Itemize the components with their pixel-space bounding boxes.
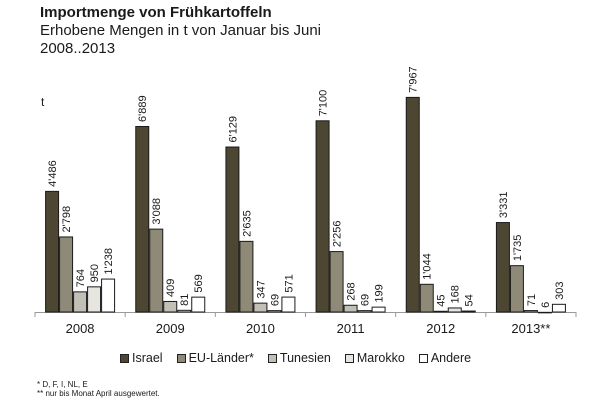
bar-israel-2011 bbox=[315, 120, 330, 313]
bar-andere-2013 bbox=[551, 303, 566, 313]
data-label: 6 bbox=[540, 302, 552, 308]
bar-andere-2008 bbox=[101, 278, 116, 313]
data-label: 69 bbox=[360, 294, 372, 306]
data-label: 4'486 bbox=[47, 160, 59, 187]
chart-period: 2008..2013 bbox=[40, 40, 116, 57]
bar-andere-2012 bbox=[461, 310, 476, 313]
bar-andere-2010 bbox=[281, 296, 296, 313]
bar-eulnder-2013 bbox=[509, 265, 524, 313]
footnote-2: ** nur bis Monat April ausgewertet. bbox=[37, 389, 160, 398]
bar-tunesien-2012 bbox=[433, 310, 448, 313]
bar-marokko-2011 bbox=[357, 310, 372, 313]
data-label: 2'798 bbox=[61, 206, 73, 233]
legend-item-marokko: Marokko bbox=[344, 350, 405, 366]
bar-marokko-2013 bbox=[537, 311, 552, 314]
footnote-1: * D, F, I, NL, E bbox=[37, 380, 88, 389]
legend-swatch bbox=[418, 353, 428, 363]
bar-tunesien-2008 bbox=[73, 291, 88, 313]
data-label: 268 bbox=[346, 282, 358, 300]
bar-eulnder-2012 bbox=[419, 283, 434, 313]
data-label: 6'889 bbox=[137, 95, 149, 122]
bar-tunesien-2011 bbox=[343, 304, 358, 313]
legend-swatch bbox=[344, 353, 354, 363]
y-axis-label: t bbox=[41, 95, 45, 109]
x-tick-label: 2008 bbox=[66, 321, 95, 336]
bar-chart: 4'486 2'798 764 950 1'238 2008 6'889 3'088 40981… bbox=[34, 66, 577, 336]
data-label: 54 bbox=[464, 294, 476, 306]
bar-marokko-2008 bbox=[87, 286, 102, 313]
bar-eulnder-2008 bbox=[59, 236, 74, 313]
data-label: 303 bbox=[554, 281, 566, 299]
bar-andere-2011 bbox=[371, 306, 386, 313]
bar-eulnder-2011 bbox=[329, 251, 344, 313]
data-label: 2'635 bbox=[241, 210, 253, 237]
data-label: 3'088 bbox=[151, 198, 163, 225]
bar-eulnder-2009 bbox=[149, 228, 164, 313]
legend-item-eu: EU-Länder* bbox=[176, 350, 254, 366]
chart-title: Importmenge von Frühkartoffeln bbox=[40, 4, 272, 21]
bar-tunesien-2010 bbox=[253, 302, 268, 313]
data-label: 81 bbox=[179, 294, 191, 306]
data-label: 3'331 bbox=[498, 191, 510, 218]
x-tick-label: 2013** bbox=[511, 321, 550, 336]
legend-label: EU-Länder* bbox=[188, 351, 254, 365]
data-label: 2'256 bbox=[332, 221, 344, 248]
legend-item-andere: Andere bbox=[418, 350, 472, 366]
data-label: 1'238 bbox=[103, 248, 115, 275]
chart-subtitle: Erhobene Mengen in t von Januar bis Juni bbox=[40, 22, 322, 39]
data-label: 764 bbox=[75, 269, 87, 287]
bar-israel-2012 bbox=[405, 96, 420, 313]
bar-israel-2008 bbox=[45, 190, 60, 313]
bar-tunesien-2013 bbox=[523, 310, 538, 313]
legend-label: Marokko bbox=[356, 351, 405, 365]
data-label: 6'129 bbox=[227, 116, 239, 143]
data-label: 1'044 bbox=[422, 253, 434, 280]
data-label: 7'967 bbox=[408, 66, 420, 93]
data-label: 1'735 bbox=[512, 235, 524, 262]
data-label: 69 bbox=[269, 294, 281, 306]
x-tick-label: 2010 bbox=[246, 321, 275, 336]
legend-item-israel: Israel bbox=[120, 350, 163, 366]
data-label: 409 bbox=[165, 279, 177, 297]
bar-israel-2010 bbox=[225, 146, 240, 313]
bar-marokko-2010 bbox=[267, 310, 282, 313]
legend-label: Israel bbox=[132, 351, 163, 365]
legend-item-tunesien: Tunesien bbox=[267, 350, 331, 366]
data-label: 7'100 bbox=[318, 90, 330, 117]
data-label: 168 bbox=[450, 285, 462, 303]
bar-marokko-2009 bbox=[177, 309, 192, 313]
legend-swatch bbox=[267, 353, 277, 363]
bar-andere-2009 bbox=[191, 296, 206, 313]
bar-tunesien-2009 bbox=[163, 300, 178, 313]
data-label: 71 bbox=[526, 294, 538, 306]
legend-swatch bbox=[120, 353, 129, 363]
data-label: 569 bbox=[193, 274, 205, 292]
legend-label: Tunesien bbox=[279, 351, 331, 365]
bar-israel-2013 bbox=[495, 222, 510, 313]
x-tick-label: 2012 bbox=[426, 321, 455, 336]
legend: Israel EU-Länder* Tunesien Marokko Ander… bbox=[120, 350, 471, 366]
bar-marokko-2012 bbox=[447, 307, 462, 313]
data-label: 950 bbox=[89, 264, 101, 282]
bar-israel-2009 bbox=[135, 125, 150, 313]
x-tick-label: 2009 bbox=[156, 321, 185, 336]
legend-label: Andere bbox=[430, 351, 472, 365]
data-label: 347 bbox=[255, 280, 267, 298]
bar-eulnder-2010 bbox=[239, 240, 254, 313]
x-tick-label: 2011 bbox=[337, 321, 365, 336]
data-label: 45 bbox=[436, 295, 448, 307]
data-label: 199 bbox=[374, 284, 386, 302]
legend-swatch bbox=[176, 353, 186, 363]
data-label: 571 bbox=[283, 274, 295, 292]
